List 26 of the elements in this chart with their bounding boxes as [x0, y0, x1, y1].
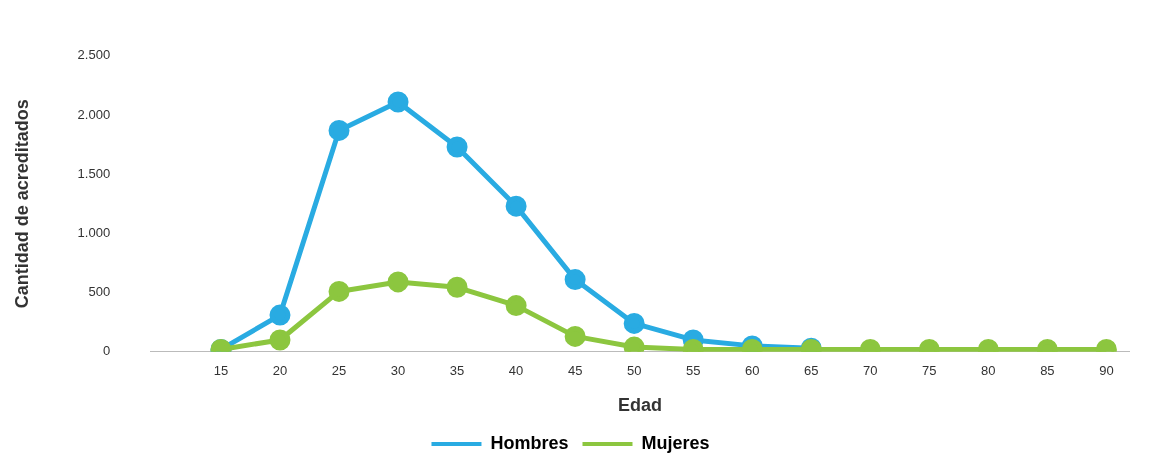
- x-tick-label: 55: [685, 363, 701, 379]
- x-tick-label: 80: [981, 363, 996, 379]
- y-tick-label: 1.000: [77, 224, 111, 240]
- x-tick-label: 90: [1099, 363, 1114, 379]
- y-tick-label: 2.500: [77, 47, 111, 63]
- x-tick-label: 65: [804, 363, 819, 379]
- y-tick-label: 1.500: [77, 165, 111, 181]
- x-tick-label: 60: [744, 363, 760, 379]
- x-tick-label: 30: [390, 363, 406, 379]
- y-axis-title: Cantidad de acreditados: [11, 99, 32, 309]
- x-tick-label: 45: [567, 363, 583, 379]
- x-tick-label: 35: [449, 363, 465, 379]
- x-tick-label: 25: [331, 363, 347, 379]
- y-tick-label: 0: [102, 343, 111, 359]
- y-tick-label: 500: [88, 284, 111, 300]
- x-tick-label: 70: [863, 363, 878, 379]
- x-tick-label: 85: [1040, 363, 1055, 379]
- x-tick-label: 20: [272, 363, 288, 379]
- x-tick-label: 50: [626, 363, 642, 379]
- x-tick-label: 75: [922, 363, 937, 379]
- legend-label: Mujeres: [641, 432, 710, 453]
- x-tick-label: 15: [213, 363, 229, 379]
- legend-label: Hombres: [490, 432, 569, 453]
- x-tick-label: 40: [508, 363, 524, 379]
- y-tick-label: 2.000: [77, 106, 111, 122]
- x-axis-title: Edad: [618, 395, 663, 416]
